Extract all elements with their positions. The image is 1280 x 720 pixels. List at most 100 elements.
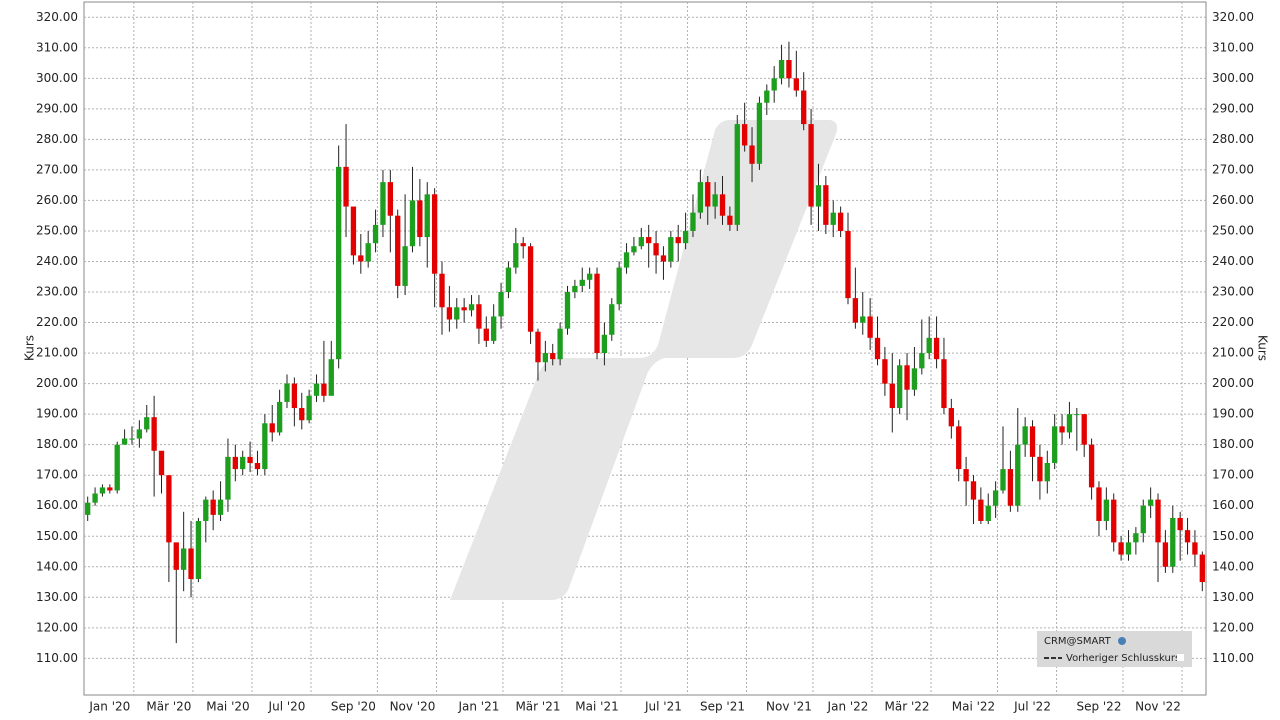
candle-body [609, 304, 615, 335]
candle-body [852, 298, 859, 323]
candle-body [417, 200, 423, 238]
candle-body [897, 365, 903, 409]
candle-body [424, 194, 430, 238]
y2-tick-label: 320.00 [1212, 10, 1254, 24]
candle-body [1199, 554, 1205, 583]
y-tick-label: 220.00 [36, 315, 78, 329]
candle-body [247, 456, 253, 463]
y2-tick-label: 150.00 [1212, 529, 1254, 543]
candle-body [705, 182, 711, 207]
candle-body [550, 353, 556, 360]
y2-tick-label: 260.00 [1212, 193, 1254, 207]
candle-body [1007, 469, 1014, 506]
candle-body [1147, 499, 1154, 506]
candle-body [380, 182, 386, 225]
candle-body [92, 493, 98, 503]
candle-body [860, 316, 866, 323]
candle-body [166, 475, 172, 543]
candle-body [904, 365, 910, 390]
y-tick-label: 280.00 [36, 132, 78, 146]
candle-body [919, 353, 925, 369]
candle-body [114, 444, 120, 491]
candle-body [513, 243, 519, 268]
candle-body [660, 255, 667, 262]
x-tick-label: Sep '21 [700, 700, 745, 714]
candle-body [727, 215, 733, 225]
x-tick-label: Mär '20 [146, 700, 191, 714]
candle-body [941, 359, 947, 409]
candle-body [306, 395, 312, 421]
candle-body [350, 206, 357, 256]
candle-body [778, 60, 785, 79]
candle-body [1103, 499, 1110, 521]
legend: CRM@SMART Vorheriger Schlusskurs [1037, 631, 1192, 667]
y-tick-label: 150.00 [36, 529, 78, 543]
candle-body [1177, 517, 1183, 531]
candle-body [889, 383, 895, 409]
x-tick-label: Nov '20 [390, 700, 436, 714]
y-axis-title: Kurs [23, 335, 37, 361]
x-tick-label: Mai '20 [206, 700, 249, 714]
legend-icon [1118, 637, 1126, 645]
x-tick-label: Jul '22 [1013, 700, 1051, 714]
candle-body [719, 194, 726, 216]
y2-tick-label: 180.00 [1212, 437, 1254, 451]
y2-tick-label: 270.00 [1212, 162, 1254, 176]
candle-body [217, 499, 224, 515]
candle-body [756, 102, 763, 164]
candle-body [712, 194, 718, 207]
candle-body [933, 337, 940, 360]
candle-body [956, 426, 962, 470]
candle-body [830, 212, 836, 225]
candle-body [690, 212, 696, 231]
candle-body [682, 230, 689, 244]
x-tick-label: Sep '20 [331, 700, 376, 714]
y-tick-label: 200.00 [36, 376, 78, 390]
candle-body [1162, 542, 1169, 567]
candle-body [240, 456, 246, 470]
candle-body [195, 520, 202, 579]
candle-body [136, 429, 143, 439]
candle-body [771, 78, 777, 91]
candle-body [616, 267, 622, 305]
legend-box [1037, 631, 1192, 667]
y-tick-label: 290.00 [36, 101, 78, 115]
candle-body [402, 246, 408, 286]
y2-tick-label: 220.00 [1212, 315, 1254, 329]
candle-body [793, 78, 799, 91]
y-tick-label: 320.00 [36, 10, 78, 24]
candle-body [439, 273, 445, 308]
candle-body [1155, 499, 1161, 543]
candle-body [948, 408, 954, 427]
x-tick-label: Mär '21 [515, 700, 560, 714]
candle-body [992, 490, 999, 506]
candle-body [749, 145, 755, 164]
candle-body [1118, 542, 1124, 555]
candle-body [180, 548, 187, 570]
candle-body [1015, 444, 1021, 506]
y-tick-label: 160.00 [36, 498, 78, 512]
legend-checkbox[interactable] [1177, 654, 1184, 661]
candle-body [483, 328, 489, 341]
candle-body [1133, 533, 1139, 543]
y-tick-label: 190.00 [36, 407, 78, 421]
candle-body [365, 243, 371, 262]
candle-body [1044, 462, 1050, 482]
candle-body [815, 185, 822, 207]
candle-body [358, 255, 364, 262]
x-tick-label: Nov '22 [1135, 700, 1181, 714]
candle-body [594, 273, 600, 354]
candle-body [631, 246, 637, 253]
legend-symbol: CRM@SMART [1044, 636, 1112, 647]
y2-tick-label: 110.00 [1212, 651, 1254, 665]
candle-body [461, 307, 467, 311]
candle-body [520, 243, 526, 247]
watermark-logo [450, 120, 838, 600]
candle-body [823, 185, 829, 225]
x-tick-label: Nov '21 [766, 700, 812, 714]
candle-body [1140, 505, 1146, 534]
candle-body [498, 292, 504, 317]
candle-body [845, 230, 851, 299]
